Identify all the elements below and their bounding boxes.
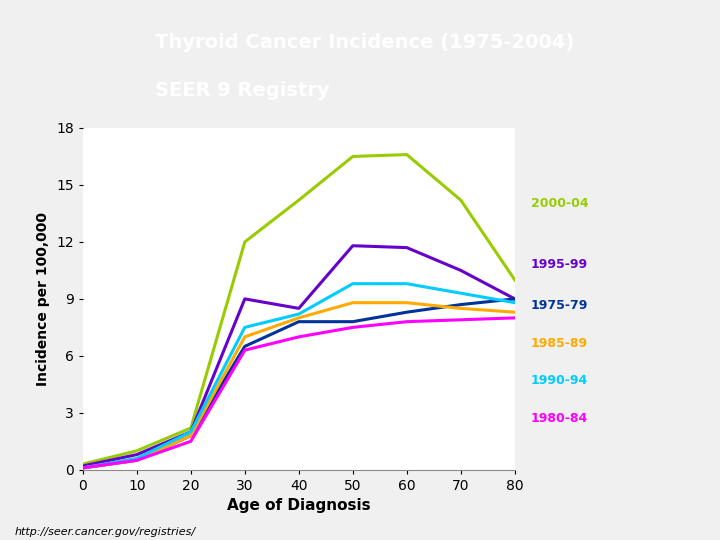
Text: 2000-04: 2000-04 (531, 197, 589, 210)
Text: 1995-99: 1995-99 (531, 258, 588, 271)
Text: Thyroid Cancer Incidence (1975-2004): Thyroid Cancer Incidence (1975-2004) (155, 32, 574, 51)
Text: http://seer.cancer.gov/registries/: http://seer.cancer.gov/registries/ (14, 526, 196, 537)
Y-axis label: Incidence per 100,000: Incidence per 100,000 (37, 212, 50, 386)
Text: 1975-79: 1975-79 (531, 299, 588, 312)
X-axis label: Age of Diagnosis: Age of Diagnosis (227, 498, 371, 514)
Text: 1980-84: 1980-84 (531, 412, 588, 425)
Text: SEER 9 Registry: SEER 9 Registry (155, 81, 330, 100)
Text: 1990-94: 1990-94 (531, 374, 588, 387)
Text: 1985-89: 1985-89 (531, 337, 588, 350)
